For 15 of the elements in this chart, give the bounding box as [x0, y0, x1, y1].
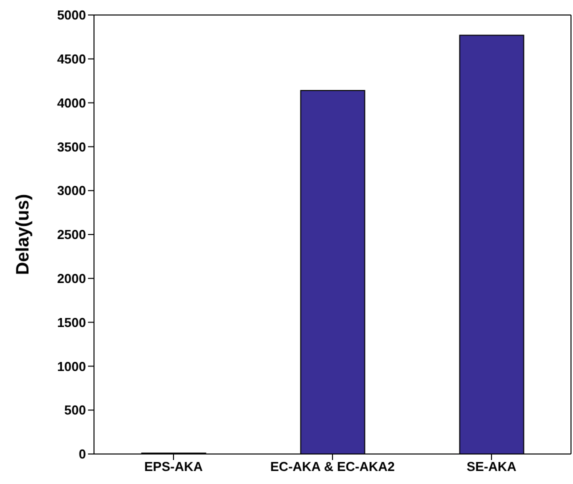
- y-axis-title: Delay(us): [12, 194, 32, 276]
- x-tick-label: SE-AKA: [466, 459, 518, 474]
- y-tick-label: 0: [78, 446, 86, 462]
- y-tick-label: 3500: [57, 139, 86, 154]
- x-tick-label: EC-AKA & EC-AKA2: [270, 459, 395, 474]
- x-tick-label: EPS-AKA: [144, 459, 204, 474]
- y-tick-label: 5000: [57, 8, 86, 23]
- y-tick-label: 4000: [57, 95, 86, 110]
- y-tick-label: 2000: [57, 271, 86, 286]
- y-tick-label: 1000: [57, 358, 86, 374]
- y-tick-label: 3000: [57, 183, 86, 198]
- y-tick-label: 1500: [57, 314, 86, 330]
- y-tick-label: 4500: [57, 52, 86, 67]
- y-tick-label: 500: [64, 402, 86, 418]
- y-tick-label: 2500: [57, 227, 86, 242]
